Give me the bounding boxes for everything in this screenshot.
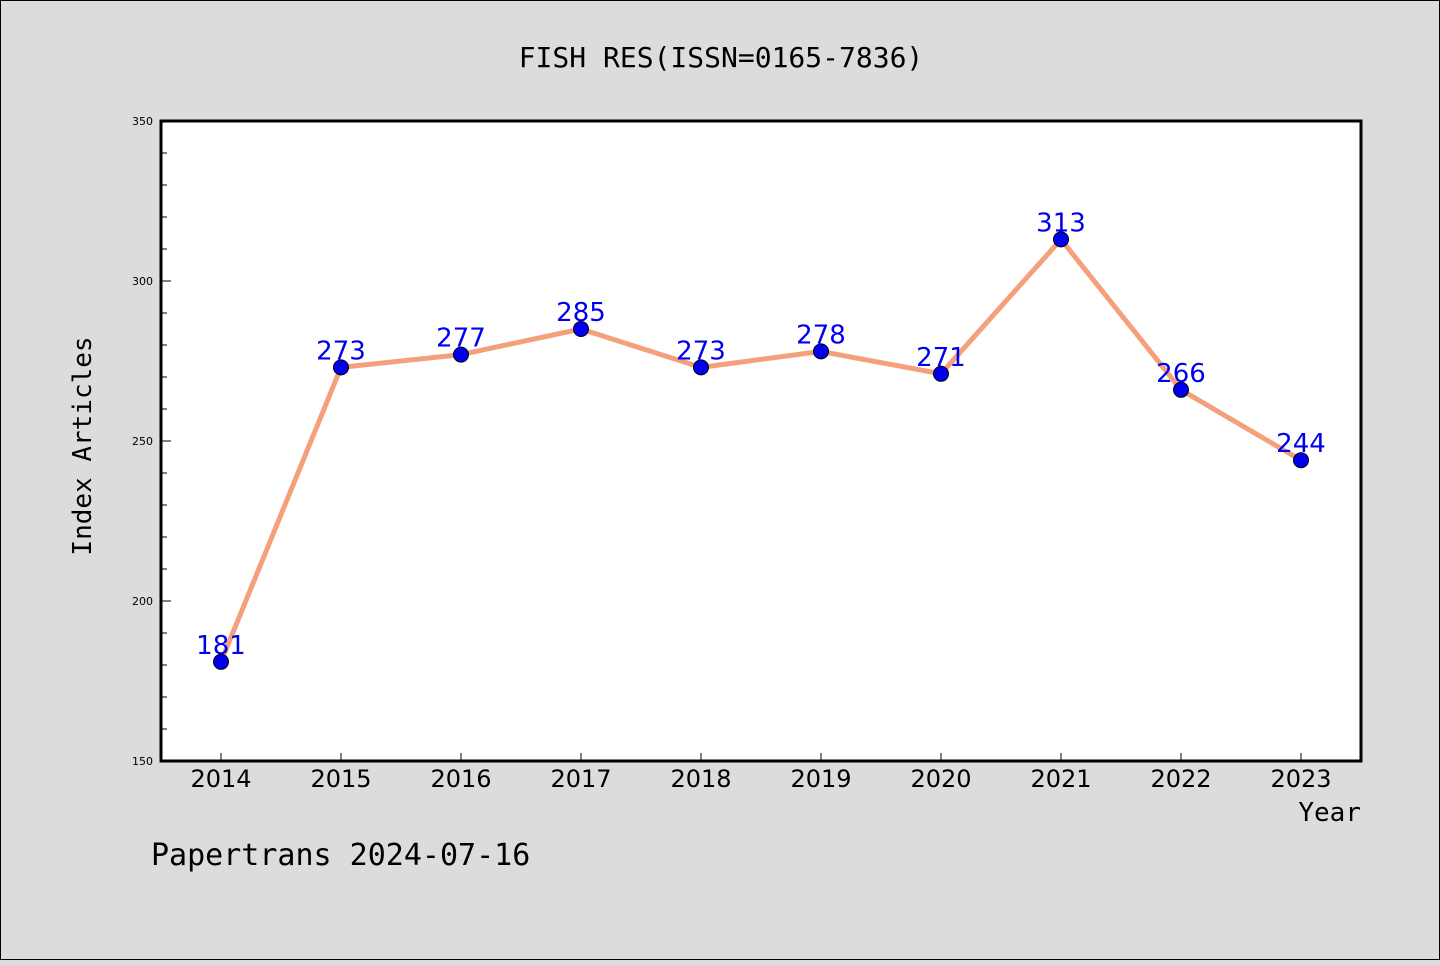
data-label: 181 [196,631,246,661]
data-point [1293,452,1309,469]
data-label: 277 [436,324,486,354]
data-point [1053,231,1069,248]
data-label: 244 [1276,429,1326,459]
data-label: 266 [1156,359,1206,389]
x-tick-label: 2017 [550,765,611,793]
data-point [573,321,589,337]
x-axis-label: Year [1298,798,1361,828]
y-axis-label: Index Articles [68,336,98,555]
data-point [813,343,829,360]
data-point [693,359,709,376]
data-labels: 181 273 277 285 273 278 271 313 266 244 [196,208,1326,660]
x-tick-label: 2014 [190,765,251,793]
x-tick-label: 2022 [1150,765,1211,793]
series-line [218,236,1303,663]
data-points [213,231,1309,670]
plot-area [159,119,1363,763]
x-tick-label: 2020 [910,765,971,793]
data-label: 285 [556,298,606,328]
x-tick-label: 2019 [790,765,851,793]
data-point [453,346,469,363]
data-point [933,365,949,382]
y-tick-label: 200 [132,595,153,608]
data-label: 313 [1036,208,1086,238]
data-label: 273 [316,336,366,366]
data-point [1173,381,1189,398]
y-tick-label: 150 [132,755,153,768]
data-point [213,653,229,670]
x-tick-label: 2023 [1270,765,1331,793]
footer-text: Papertrans 2024-07-16 [151,838,530,873]
data-label: 273 [676,336,726,366]
data-label: 271 [916,343,966,373]
x-tick-label: 2018 [670,765,731,793]
x-axis: 2014 2015 2016 2017 2018 2019 2020 2021 2022 2023 [190,753,1332,793]
y-axis: 150 200 250 300 350 [132,115,171,768]
x-tick-label: 2015 [310,765,371,793]
y-tick-label: 350 [132,115,153,128]
y-tick-label: 300 [132,275,153,288]
y-tick-label: 250 [132,435,153,448]
series-line-group [218,236,1303,663]
x-tick-label: 2021 [1030,765,1091,793]
data-label: 278 [796,320,846,350]
chart-title: FISH RES(ISSN=0165-7836) [519,41,924,74]
x-tick-label: 2016 [430,765,491,793]
data-point [333,359,349,376]
